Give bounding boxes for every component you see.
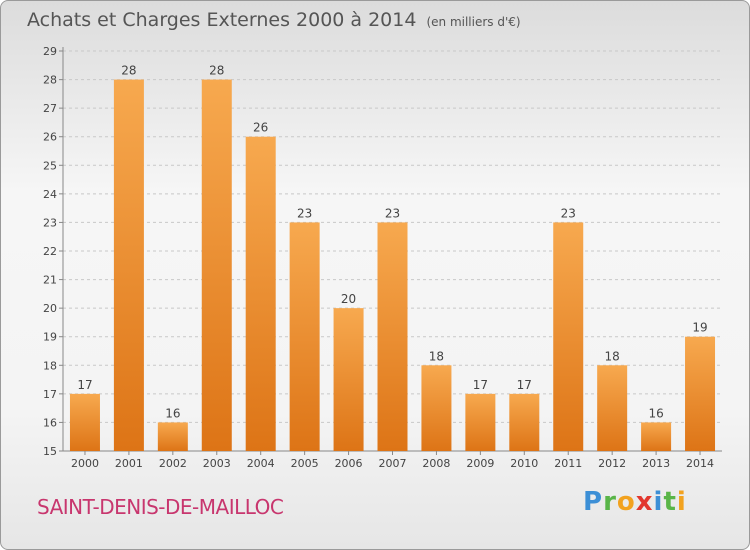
- bar-value-label: 16: [165, 406, 180, 420]
- x-tick-label: 2004: [247, 457, 275, 470]
- bars: [69, 79, 716, 452]
- bar-2010: [509, 393, 540, 451]
- bar-2014: [685, 336, 716, 451]
- bar-value-label: 17: [473, 378, 488, 392]
- bar-value-label: 26: [253, 121, 268, 135]
- bar-2000: [69, 393, 100, 451]
- x-tick-label: 2008: [422, 457, 450, 470]
- x-tick-label: 2007: [379, 457, 407, 470]
- x-tick-label: 2006: [335, 457, 363, 470]
- y-tick-label: 20: [43, 302, 57, 315]
- y-tick-label: 17: [43, 388, 57, 401]
- bar-value-label: 20: [341, 292, 356, 306]
- bar-value-label: 23: [385, 206, 400, 220]
- bar-value-label: 19: [692, 321, 707, 335]
- bar-2012: [597, 365, 628, 451]
- y-tick-label: 16: [43, 416, 57, 429]
- bar-2013: [641, 422, 672, 451]
- x-tick-label: 2005: [291, 457, 319, 470]
- y-tick-label: 18: [43, 359, 57, 372]
- bar-value-label: 23: [297, 206, 312, 220]
- y-tick-label: 25: [43, 159, 57, 172]
- y-tick-label: 21: [43, 274, 57, 287]
- bar-value-label: 23: [561, 206, 576, 220]
- y-tick-label: 19: [43, 331, 57, 344]
- y-tick-label: 22: [43, 245, 57, 258]
- bar-2001: [113, 79, 144, 452]
- bar-2006: [333, 308, 364, 451]
- x-tick-label: 2000: [71, 457, 99, 470]
- bar-2003: [201, 79, 232, 452]
- y-tick-label: 23: [43, 216, 57, 229]
- bar-2008: [421, 365, 452, 451]
- x-tick-label: 2013: [642, 457, 670, 470]
- labels: 15 16 17 18 19 20 21 22 23 24 25 26 27 28 29 17 2000 28 20…: [43, 45, 714, 470]
- bar-value-label: 17: [77, 378, 92, 392]
- bar-value-label: 28: [121, 64, 136, 78]
- bar-2007: [377, 222, 408, 451]
- x-tick-label: 2002: [159, 457, 187, 470]
- bar-2011: [553, 222, 584, 451]
- x-tick-label: 2009: [466, 457, 494, 470]
- x-tick-label: 2001: [115, 457, 143, 470]
- y-tick-label: 15: [43, 445, 57, 458]
- bar-value-label: 18: [429, 349, 444, 363]
- city-name: SAINT-DENIS-DE-MAILLOC: [37, 495, 284, 519]
- bar-value-label: 28: [209, 64, 224, 78]
- bar-value-label: 17: [517, 378, 532, 392]
- proxiti-logo: Proxiti: [583, 487, 687, 517]
- chart-title: Achats et Charges Externes 2000 à 2014 (e…: [27, 9, 521, 31]
- bar-value-label: 16: [648, 406, 663, 420]
- y-tick-label: 28: [43, 74, 57, 87]
- bar-2004: [245, 136, 276, 451]
- x-tick-label: 2010: [510, 457, 538, 470]
- y-tick-label: 24: [43, 188, 57, 201]
- y-tick-label: 26: [43, 131, 57, 144]
- chart-title-text: Achats et Charges Externes 2000 à 2014: [27, 9, 417, 31]
- chart-subtitle: (en milliers d'€): [426, 15, 521, 29]
- x-tick-label: 2012: [598, 457, 626, 470]
- x-tick-label: 2011: [554, 457, 582, 470]
- bar-2009: [465, 393, 496, 451]
- x-tick-label: 2003: [203, 457, 231, 470]
- y-tick-label: 27: [43, 102, 57, 115]
- bar-2002: [157, 422, 188, 451]
- y-tick-label: 29: [43, 45, 57, 58]
- x-tick-label: 2014: [686, 457, 714, 470]
- bar-value-label: 18: [605, 349, 620, 363]
- bar-2005: [289, 222, 320, 451]
